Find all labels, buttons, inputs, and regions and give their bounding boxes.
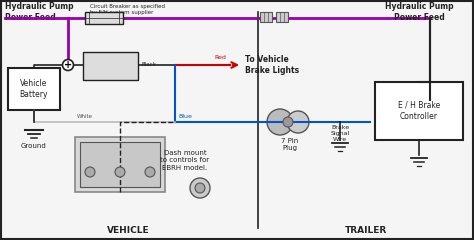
Bar	[260, 12, 272, 22]
Text: 7 Pin
Plug: 7 Pin Plug	[282, 138, 299, 151]
Text: Black: Black	[142, 62, 157, 67]
Text: Brake
Signal
Wire: Brake Signal Wire	[330, 125, 350, 142]
Bar	[83, 52, 138, 80]
Bar	[80, 142, 160, 187]
Text: Hydraulic Pump
Power Feed: Hydraulic Pump Power Feed	[385, 2, 453, 22]
Circle shape	[287, 111, 309, 133]
Text: TRAILER: TRAILER	[345, 226, 387, 235]
Circle shape	[195, 183, 205, 193]
Circle shape	[115, 167, 125, 177]
Circle shape	[267, 109, 293, 135]
Text: +: +	[64, 60, 72, 70]
Text: To Vehicle
Brake Lights: To Vehicle Brake Lights	[245, 55, 299, 75]
Bar	[75, 137, 165, 192]
Bar	[8, 68, 60, 110]
Circle shape	[145, 167, 155, 177]
Text: Circuit Breaker as specified
by E/H system supplier: Circuit Breaker as specified by E/H syst…	[90, 4, 165, 15]
Bar	[276, 12, 288, 22]
Circle shape	[190, 178, 210, 198]
Text: Hydraulic Pump
Power Feed: Hydraulic Pump Power Feed	[5, 2, 73, 22]
Text: E / H Brake
Controller: E / H Brake Controller	[398, 101, 440, 121]
Text: Dash mount
to controls for
EBRH model.: Dash mount to controls for EBRH model.	[160, 150, 210, 171]
Circle shape	[63, 60, 73, 71]
Circle shape	[283, 117, 293, 127]
Text: Vehicle
Battery: Vehicle Battery	[20, 79, 48, 99]
Text: Red: Red	[214, 55, 226, 60]
Text: VEHICLE: VEHICLE	[107, 226, 149, 235]
Circle shape	[85, 167, 95, 177]
Text: Ground: Ground	[21, 143, 47, 149]
Text: 25A Auto-reset
Circuit Breaker: 25A Auto-reset Circuit Breaker	[90, 60, 131, 72]
Text: White: White	[77, 114, 93, 119]
Text: Blue: Blue	[178, 114, 192, 119]
Bar	[375, 82, 463, 140]
Bar	[85, 12, 123, 24]
